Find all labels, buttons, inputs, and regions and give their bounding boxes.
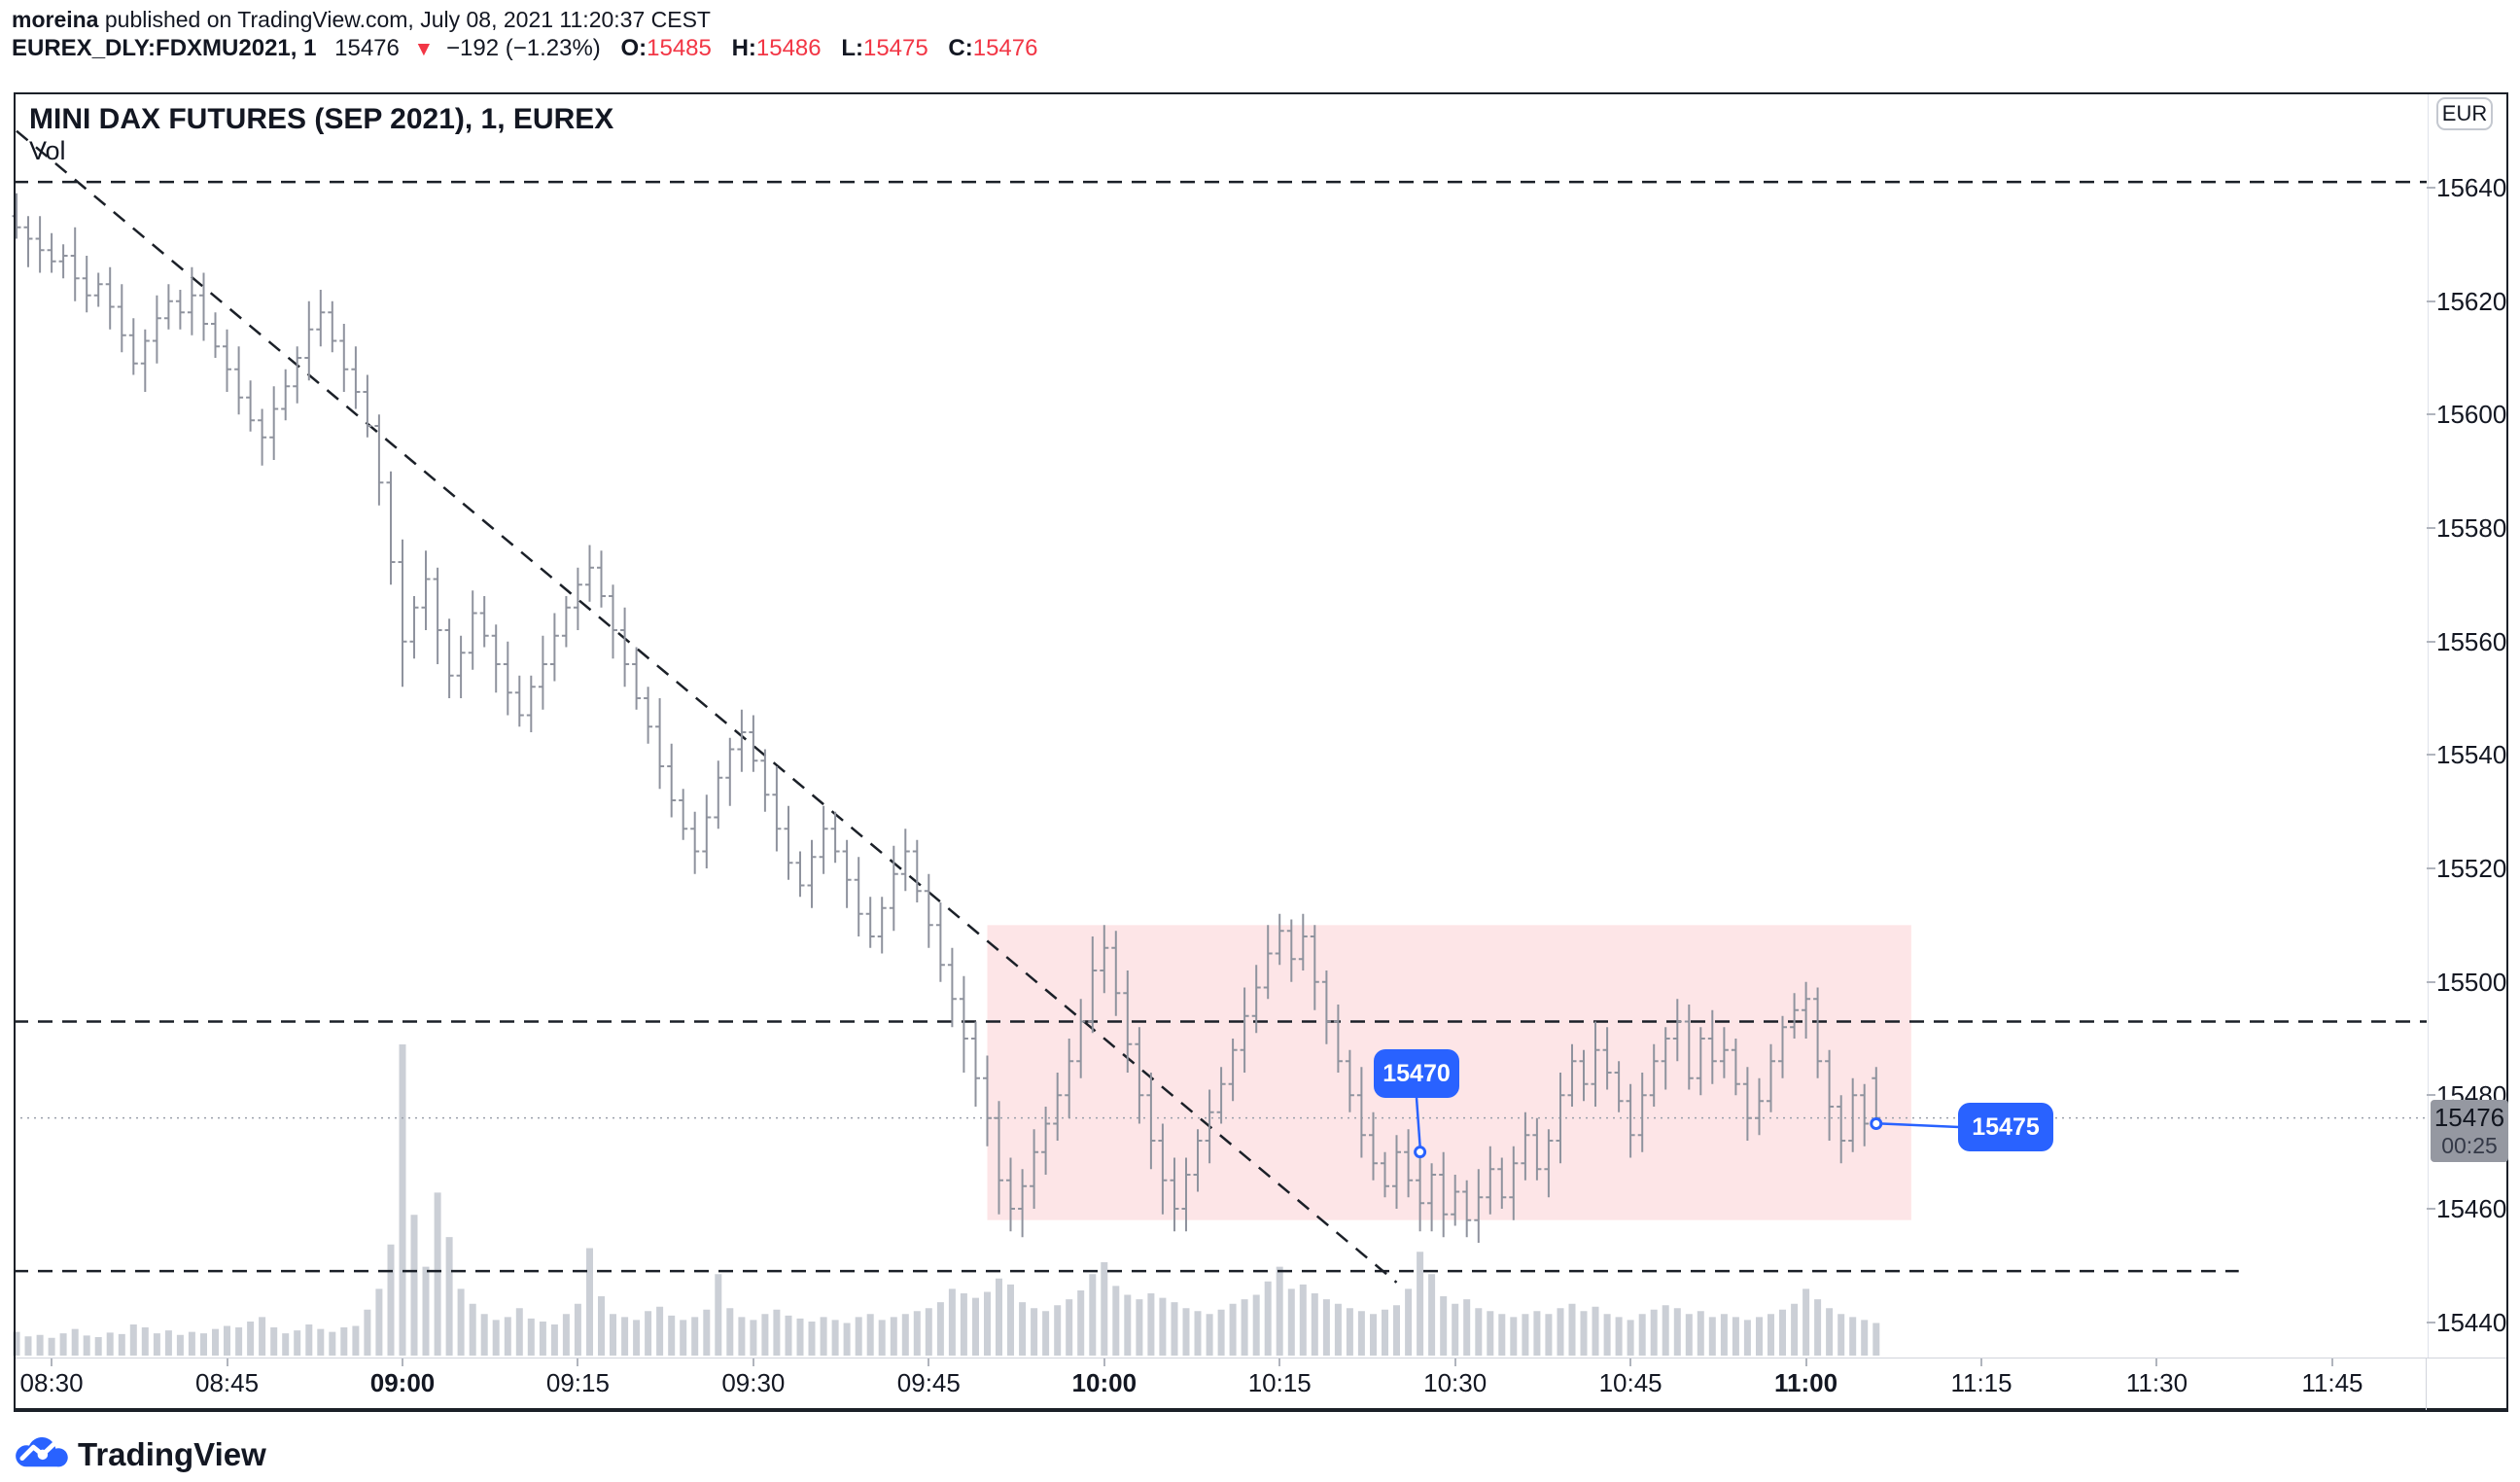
high-value: 15486 <box>755 35 822 61</box>
price-axis-tick <box>2427 980 2435 983</box>
time-axis-label: 11:30 <box>2125 1368 2188 1397</box>
tradingview-logo-icon[interactable] <box>12 1429 68 1477</box>
current-price-value: 15476 <box>2433 1102 2505 1132</box>
price-axis-tick <box>2427 1094 2435 1097</box>
time-axis-label: 09:30 <box>721 1368 786 1397</box>
price-axis-tick <box>2427 866 2435 869</box>
time-axis-tick <box>1980 1358 1983 1366</box>
byline: moreina published on TradingView.com, Ju… <box>12 7 711 33</box>
low-value: 15475 <box>862 35 928 61</box>
close-label: C: <box>948 35 973 61</box>
price-marker-badge[interactable]: 15475 <box>1958 1103 2053 1151</box>
marker-callout-line[interactable] <box>1881 1122 1960 1129</box>
trend-line[interactable] <box>16 129 1398 1284</box>
price-axis-tick <box>2427 754 2435 757</box>
time-axis-label: 10:45 <box>1598 1368 1662 1397</box>
time-axis-tick <box>1629 1358 1632 1366</box>
triangle-down-icon: ▼ <box>413 38 435 60</box>
price-axis-tick <box>2427 1321 2435 1323</box>
marker-anchor-dot[interactable] <box>1414 1146 1427 1159</box>
volume-indicator-label: Vol <box>29 136 66 165</box>
price-axis-tick <box>2427 187 2435 189</box>
time-axis-tick <box>2155 1358 2158 1366</box>
high-label: H: <box>731 35 756 61</box>
time-axis-label: 11:45 <box>2301 1368 2363 1397</box>
price-axis-label: 15580 <box>2436 512 2507 543</box>
time-axis-tick <box>577 1358 579 1366</box>
marker-callout-line[interactable] <box>1415 1097 1421 1147</box>
price-axis-tick <box>2427 526 2435 529</box>
currency-badge[interactable]: EUR <box>2436 97 2493 130</box>
time-axis-tick <box>2330 1358 2333 1366</box>
time-axis-tick <box>1102 1358 1105 1366</box>
price-axis-tick <box>2427 300 2435 302</box>
time-axis[interactable]: 08:30 08:45 09:00 09:15 09:30 09:45 10:00 10:15… <box>14 1358 2427 1412</box>
current-price-badge: 15476 00:25 <box>2431 1100 2508 1162</box>
price-axis-label: 15520 <box>2436 853 2507 883</box>
price-axis-label: 15500 <box>2436 967 2507 997</box>
time-axis-tick <box>1804 1358 1807 1366</box>
price-marker-label: 15475 <box>1972 1112 2040 1141</box>
price-marker-badge[interactable]: 15470 <box>1374 1049 1459 1098</box>
symbol-info-line: EUREX_DLY:FDXMU2021, 1 15476 ▼ −192 (−1.… <box>12 35 1037 62</box>
time-axis-tick <box>226 1358 228 1366</box>
published-text: published on TradingView.com, July 08, 2… <box>98 7 711 32</box>
time-axis-label: 10:15 <box>1247 1368 1312 1397</box>
time-axis-tick <box>928 1358 930 1366</box>
time-axis-label: 11:15 <box>1950 1368 2012 1397</box>
low-label: L: <box>841 35 863 61</box>
bar-countdown: 00:25 <box>2441 1132 2498 1158</box>
price-axis-label: 15540 <box>2436 740 2507 770</box>
axis-corner-separator <box>2426 1358 2427 1410</box>
price-axis-label: 15620 <box>2436 286 2507 316</box>
time-axis-label: 08:45 <box>194 1368 260 1397</box>
time-axis-label: 08:30 <box>19 1368 84 1397</box>
price-axis-label: 15460 <box>2436 1193 2507 1223</box>
open-value: 15485 <box>647 35 712 61</box>
price-axis-label: 15560 <box>2436 626 2507 656</box>
time-axis-label: 11:00 <box>1774 1368 1838 1397</box>
price-axis-label: 15440 <box>2436 1307 2507 1337</box>
marker-anchor-dot[interactable] <box>1870 1116 1883 1130</box>
time-axis-label: 10:00 <box>1071 1368 1138 1397</box>
time-axis-tick <box>401 1358 403 1366</box>
open-label: O: <box>620 35 648 61</box>
last-price: 15476 <box>334 35 400 61</box>
price-marker-label: 15470 <box>1382 1059 1451 1087</box>
price-axis-label: 15600 <box>2436 400 2507 430</box>
time-axis-tick <box>752 1358 754 1366</box>
time-axis-tick <box>1453 1358 1456 1366</box>
price-change: −192 (−1.23%) <box>446 35 601 61</box>
time-axis-label: 09:00 <box>369 1368 436 1397</box>
tradingview-wordmark[interactable]: TradingView <box>78 1436 266 1472</box>
symbol-name: EUREX_DLY:FDXMU2021, 1 <box>12 35 317 61</box>
author-name: moreina <box>12 7 99 32</box>
time-axis-tick <box>51 1358 53 1366</box>
time-axis-label: 10:30 <box>1423 1368 1488 1397</box>
close-value: 15476 <box>972 35 1038 61</box>
price-axis-tick <box>2427 1207 2435 1210</box>
chart-title: MINI DAX FUTURES (SEP 2021), 1, EUREX <box>29 103 614 135</box>
time-axis-label: 09:45 <box>896 1368 961 1397</box>
price-axis-separator <box>2428 94 2429 1358</box>
time-axis-label: 09:15 <box>545 1368 610 1397</box>
time-axis-tick <box>1278 1358 1281 1366</box>
price-axis-tick <box>2427 640 2435 643</box>
price-axis-tick <box>2427 413 2435 416</box>
price-axis-label: 15640 <box>2436 173 2507 202</box>
price-axis[interactable]: EUR 15640 15620 15600 15580 15560 15540 15520 1… <box>2427 92 2508 1358</box>
